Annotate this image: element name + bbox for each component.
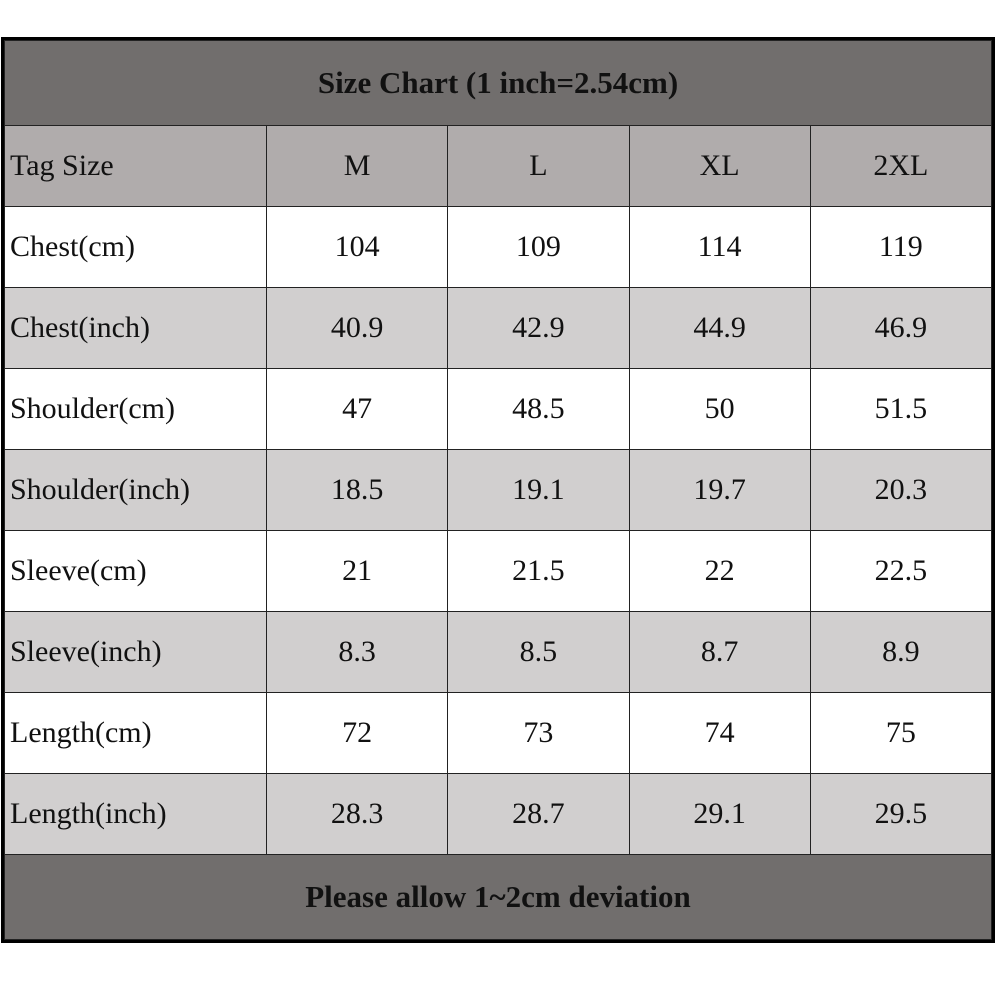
value-cell: 19.1	[447, 449, 630, 531]
row-label: Sleeve(cm)	[4, 530, 267, 612]
header-cell: XL	[628, 125, 811, 207]
value-cell: 21	[265, 530, 449, 612]
table-title: Size Chart (1 inch=2.54cm)	[4, 40, 992, 126]
value-cell: 40.9	[265, 287, 449, 369]
value-cell: 8.3	[265, 611, 449, 693]
row-label: Shoulder(inch)	[4, 449, 267, 531]
table-row: Chest(cm) 104 109 114 119	[4, 206, 993, 288]
footer-row: Please allow 1~2cm deviation	[4, 854, 992, 940]
size-table: Size Chart (1 inch=2.54cm) Tag Size M L …	[4, 40, 993, 940]
header-cell: Tag Size	[4, 125, 267, 207]
row-label: Shoulder(cm)	[4, 368, 267, 450]
row-label: Chest(cm)	[4, 206, 267, 288]
value-cell: 72	[265, 692, 449, 774]
value-cell: 8.5	[447, 611, 630, 693]
table-row: Shoulder(cm) 47 48.5 50 51.5	[4, 368, 993, 450]
header-row: Tag Size M L XL 2XL	[4, 125, 993, 207]
value-cell: 48.5	[447, 368, 630, 450]
header-cell: L	[447, 125, 630, 207]
value-cell: 75	[809, 692, 993, 774]
value-cell: 22	[628, 530, 811, 612]
value-cell: 22.5	[809, 530, 993, 612]
value-cell: 21.5	[447, 530, 630, 612]
value-cell: 42.9	[447, 287, 630, 369]
table-row: Chest(inch) 40.9 42.9 44.9 46.9	[4, 287, 993, 369]
value-cell: 19.7	[628, 449, 811, 531]
title-row: Size Chart (1 inch=2.54cm)	[4, 40, 992, 126]
value-cell: 46.9	[809, 287, 993, 369]
header-cell: 2XL	[809, 125, 993, 207]
value-cell: 50	[628, 368, 811, 450]
value-cell: 8.9	[809, 611, 993, 693]
value-cell: 104	[265, 206, 449, 288]
header-cell: M	[265, 125, 449, 207]
value-cell: 20.3	[809, 449, 993, 531]
value-cell: 28.7	[447, 773, 630, 855]
value-cell: 18.5	[265, 449, 449, 531]
table-row: Shoulder(inch) 18.5 19.1 19.7 20.3	[4, 449, 993, 531]
value-cell: 47	[265, 368, 449, 450]
value-cell: 74	[628, 692, 811, 774]
value-cell: 119	[809, 206, 993, 288]
value-cell: 73	[447, 692, 630, 774]
value-cell: 8.7	[628, 611, 811, 693]
row-label: Chest(inch)	[4, 287, 267, 369]
value-cell: 109	[447, 206, 630, 288]
value-cell: 29.1	[628, 773, 811, 855]
value-cell: 29.5	[809, 773, 993, 855]
value-cell: 44.9	[628, 287, 811, 369]
table-row: Length(inch) 28.3 28.7 29.1 29.5	[4, 773, 993, 855]
row-label: Sleeve(inch)	[4, 611, 267, 693]
row-label: Length(inch)	[4, 773, 267, 855]
table-row: Length(cm) 72 73 74 75	[4, 692, 993, 774]
value-cell: 51.5	[809, 368, 993, 450]
size-chart: Size Chart (1 inch=2.54cm) Tag Size M L …	[1, 37, 995, 943]
value-cell: 114	[628, 206, 811, 288]
footer-note: Please allow 1~2cm deviation	[4, 854, 992, 940]
value-cell: 28.3	[265, 773, 449, 855]
row-label: Length(cm)	[4, 692, 267, 774]
table-row: Sleeve(cm) 21 21.5 22 22.5	[4, 530, 993, 612]
table-row: Sleeve(inch) 8.3 8.5 8.7 8.9	[4, 611, 993, 693]
